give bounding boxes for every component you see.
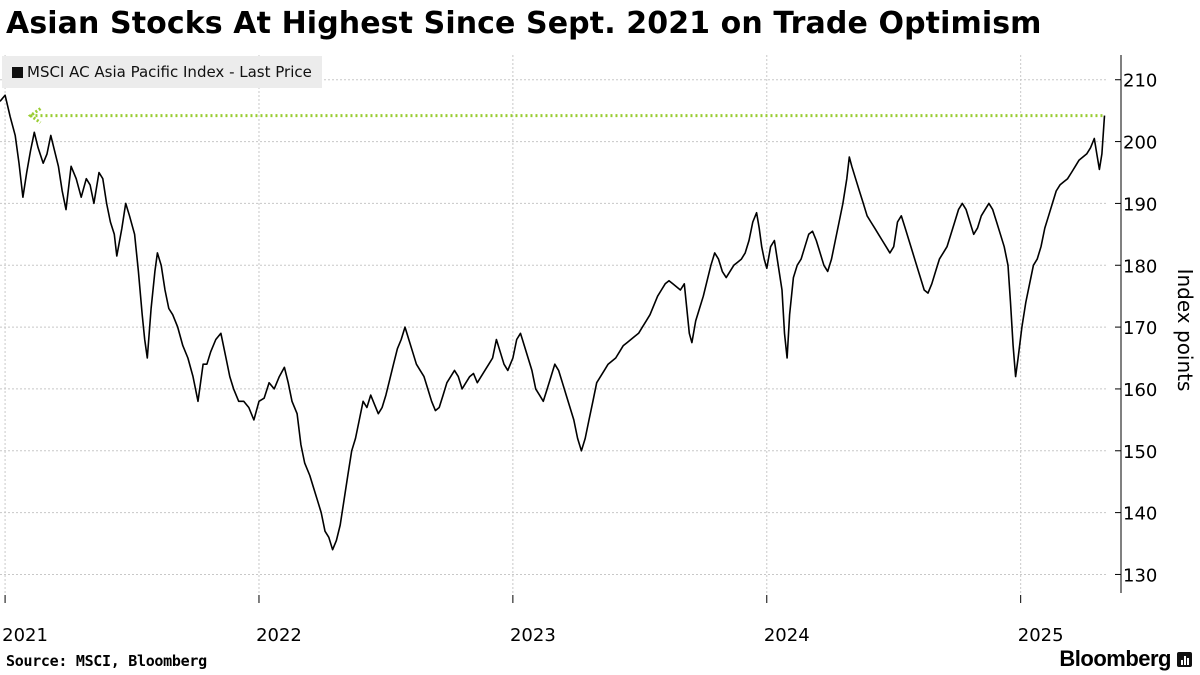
- chart-title: Asian Stocks At Highest Since Sept. 2021…: [6, 6, 1042, 41]
- reference-line-group: [27, 107, 1105, 124]
- y-tick-label: 150: [1123, 442, 1157, 463]
- y-tick-label: 200: [1123, 133, 1157, 154]
- y-tick-label: 210: [1123, 71, 1157, 92]
- x-tick-label: 2023: [510, 625, 556, 646]
- y-tick-label: 140: [1123, 504, 1157, 525]
- source-note: Source: MSCI, Bloomberg: [6, 652, 207, 670]
- axes: 130 140 150 160 170 180 190 200 210 2021 2022 2023 2…: [2, 55, 1157, 646]
- brand-name: Bloomberg: [1059, 646, 1171, 671]
- legend-label: MSCI AC Asia Pacific Index - Last Price: [27, 63, 312, 81]
- series-line: [0, 94, 1106, 551]
- y-tick-label: 160: [1123, 380, 1157, 401]
- y-tick-label: 190: [1123, 194, 1157, 215]
- reference-arrow: [27, 107, 42, 124]
- x-tick-label: 2022: [256, 625, 302, 646]
- y-tick-label: 170: [1123, 318, 1157, 339]
- y-tick-label: 130: [1123, 565, 1157, 586]
- x-tick-label: 2025: [1018, 625, 1064, 646]
- bar-chart-icon: [1177, 651, 1192, 667]
- legend: MSCI AC Asia Pacific Index - Last Price: [2, 56, 322, 88]
- x-tick-label: 2024: [764, 625, 810, 646]
- brand-logo: Bloomberg: [1059, 646, 1192, 672]
- y-tick-label: 180: [1123, 256, 1157, 277]
- legend-swatch: [12, 66, 23, 78]
- x-tick-label: 2021: [2, 625, 48, 646]
- series-group: [0, 94, 1106, 551]
- gridlines: [0, 55, 1107, 593]
- y-axis-label: Index points: [1173, 269, 1197, 392]
